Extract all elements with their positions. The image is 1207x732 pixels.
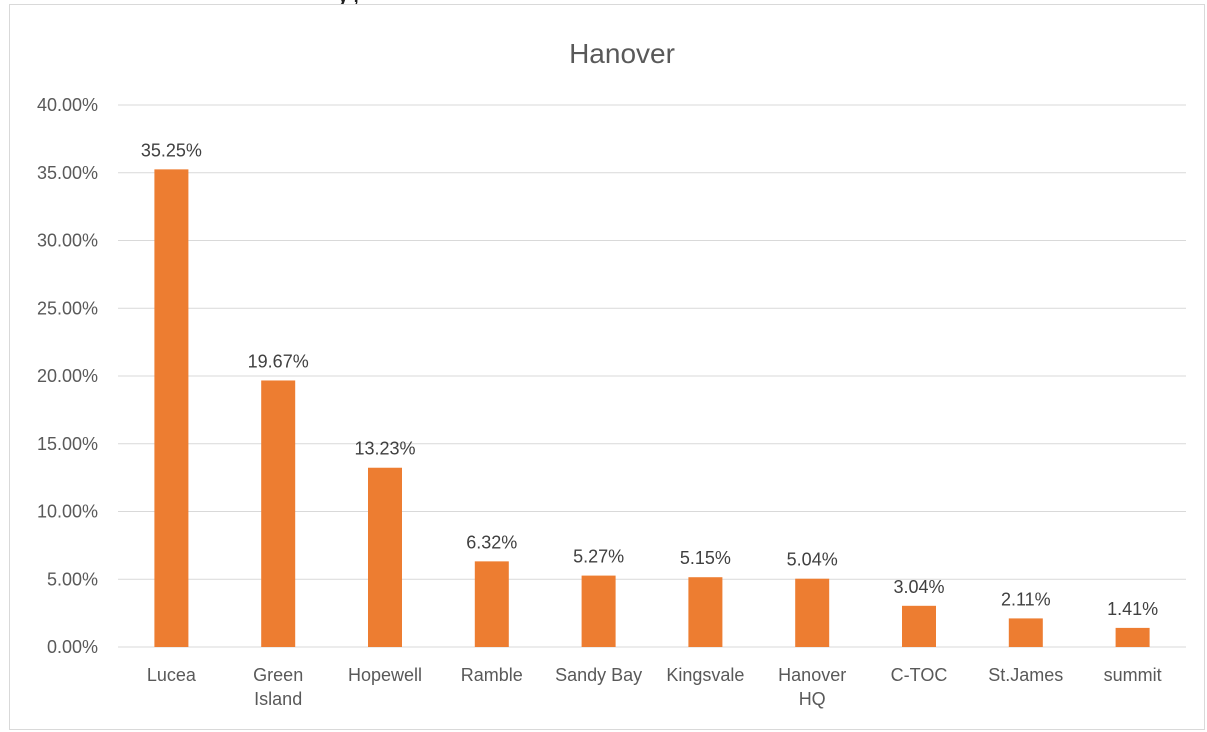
x-tick-label: Sandy Bay	[555, 665, 642, 685]
data-label: 5.27%	[573, 547, 624, 567]
x-tick-label: Island	[254, 689, 302, 709]
bar	[368, 467, 402, 647]
bar	[1115, 627, 1150, 647]
bar-chart: Hanover 0.00% 5.00% 10.00% 15.00% 20.00% 25.0…	[37, 38, 1186, 709]
data-label: 2.11%	[1001, 589, 1051, 609]
clipped-heading-strip: y ,	[0, 0, 1207, 4]
gridlines	[118, 104, 1186, 648]
y-tick-label: 25.00%	[37, 298, 98, 318]
data-label: 5.04%	[787, 550, 838, 570]
x-tick-label: HQ	[799, 689, 826, 709]
y-tick-label: 40.00%	[37, 95, 98, 115]
data-label: 35.25%	[141, 140, 202, 160]
bar	[154, 169, 189, 648]
x-tick-label: Hanover	[778, 665, 846, 685]
y-tick-label: 30.00%	[37, 231, 98, 251]
x-tick-label: Kingsvale	[666, 665, 744, 685]
chart-frame: Hanover 0.00% 5.00% 10.00% 15.00% 20.00% 25.0…	[9, 4, 1205, 730]
bar	[1008, 618, 1043, 647]
bar	[474, 561, 509, 647]
data-label: 1.41%	[1107, 599, 1158, 619]
x-tick-label: Lucea	[147, 665, 197, 685]
data-label: 3.04%	[893, 577, 944, 597]
bar	[261, 380, 296, 647]
bar	[795, 578, 830, 647]
x-tick-label: summit	[1104, 665, 1162, 685]
bars	[154, 169, 1150, 648]
data-labels: 35.25% 19.67% 13.23% 6.32% 5.27% 5.15% 5.04% 3.…	[141, 140, 1158, 619]
chart-title: Hanover	[569, 38, 675, 69]
x-tick-label: Hopewell	[348, 665, 422, 685]
y-tick-label: 15.00%	[37, 434, 98, 454]
data-label: 19.67%	[248, 351, 309, 371]
data-label: 13.23%	[354, 439, 415, 459]
data-label: 6.32%	[466, 532, 517, 552]
x-tick-label: Ramble	[461, 665, 523, 685]
bar	[581, 575, 616, 647]
data-label: 5.15%	[680, 548, 731, 568]
x-tick-label: St.James	[988, 665, 1063, 685]
x-axis-tick-labels: Lucea Green Island Hopewell Ramble Sandy Bay K…	[147, 665, 1162, 709]
y-tick-label: 0.00%	[47, 637, 98, 657]
y-axis-tick-labels: 0.00% 5.00% 10.00% 15.00% 20.00% 25.00% 30.00%…	[37, 95, 98, 657]
y-tick-label: 10.00%	[37, 502, 98, 522]
x-tick-label: C-TOC	[891, 665, 948, 685]
y-tick-label: 35.00%	[37, 163, 98, 183]
y-tick-label: 20.00%	[37, 366, 98, 386]
y-tick-label: 5.00%	[47, 569, 98, 589]
bar	[688, 577, 723, 647]
bar	[902, 605, 936, 647]
clipped-heading-text: y ,	[338, 0, 359, 4]
x-tick-label: Green	[253, 665, 303, 685]
